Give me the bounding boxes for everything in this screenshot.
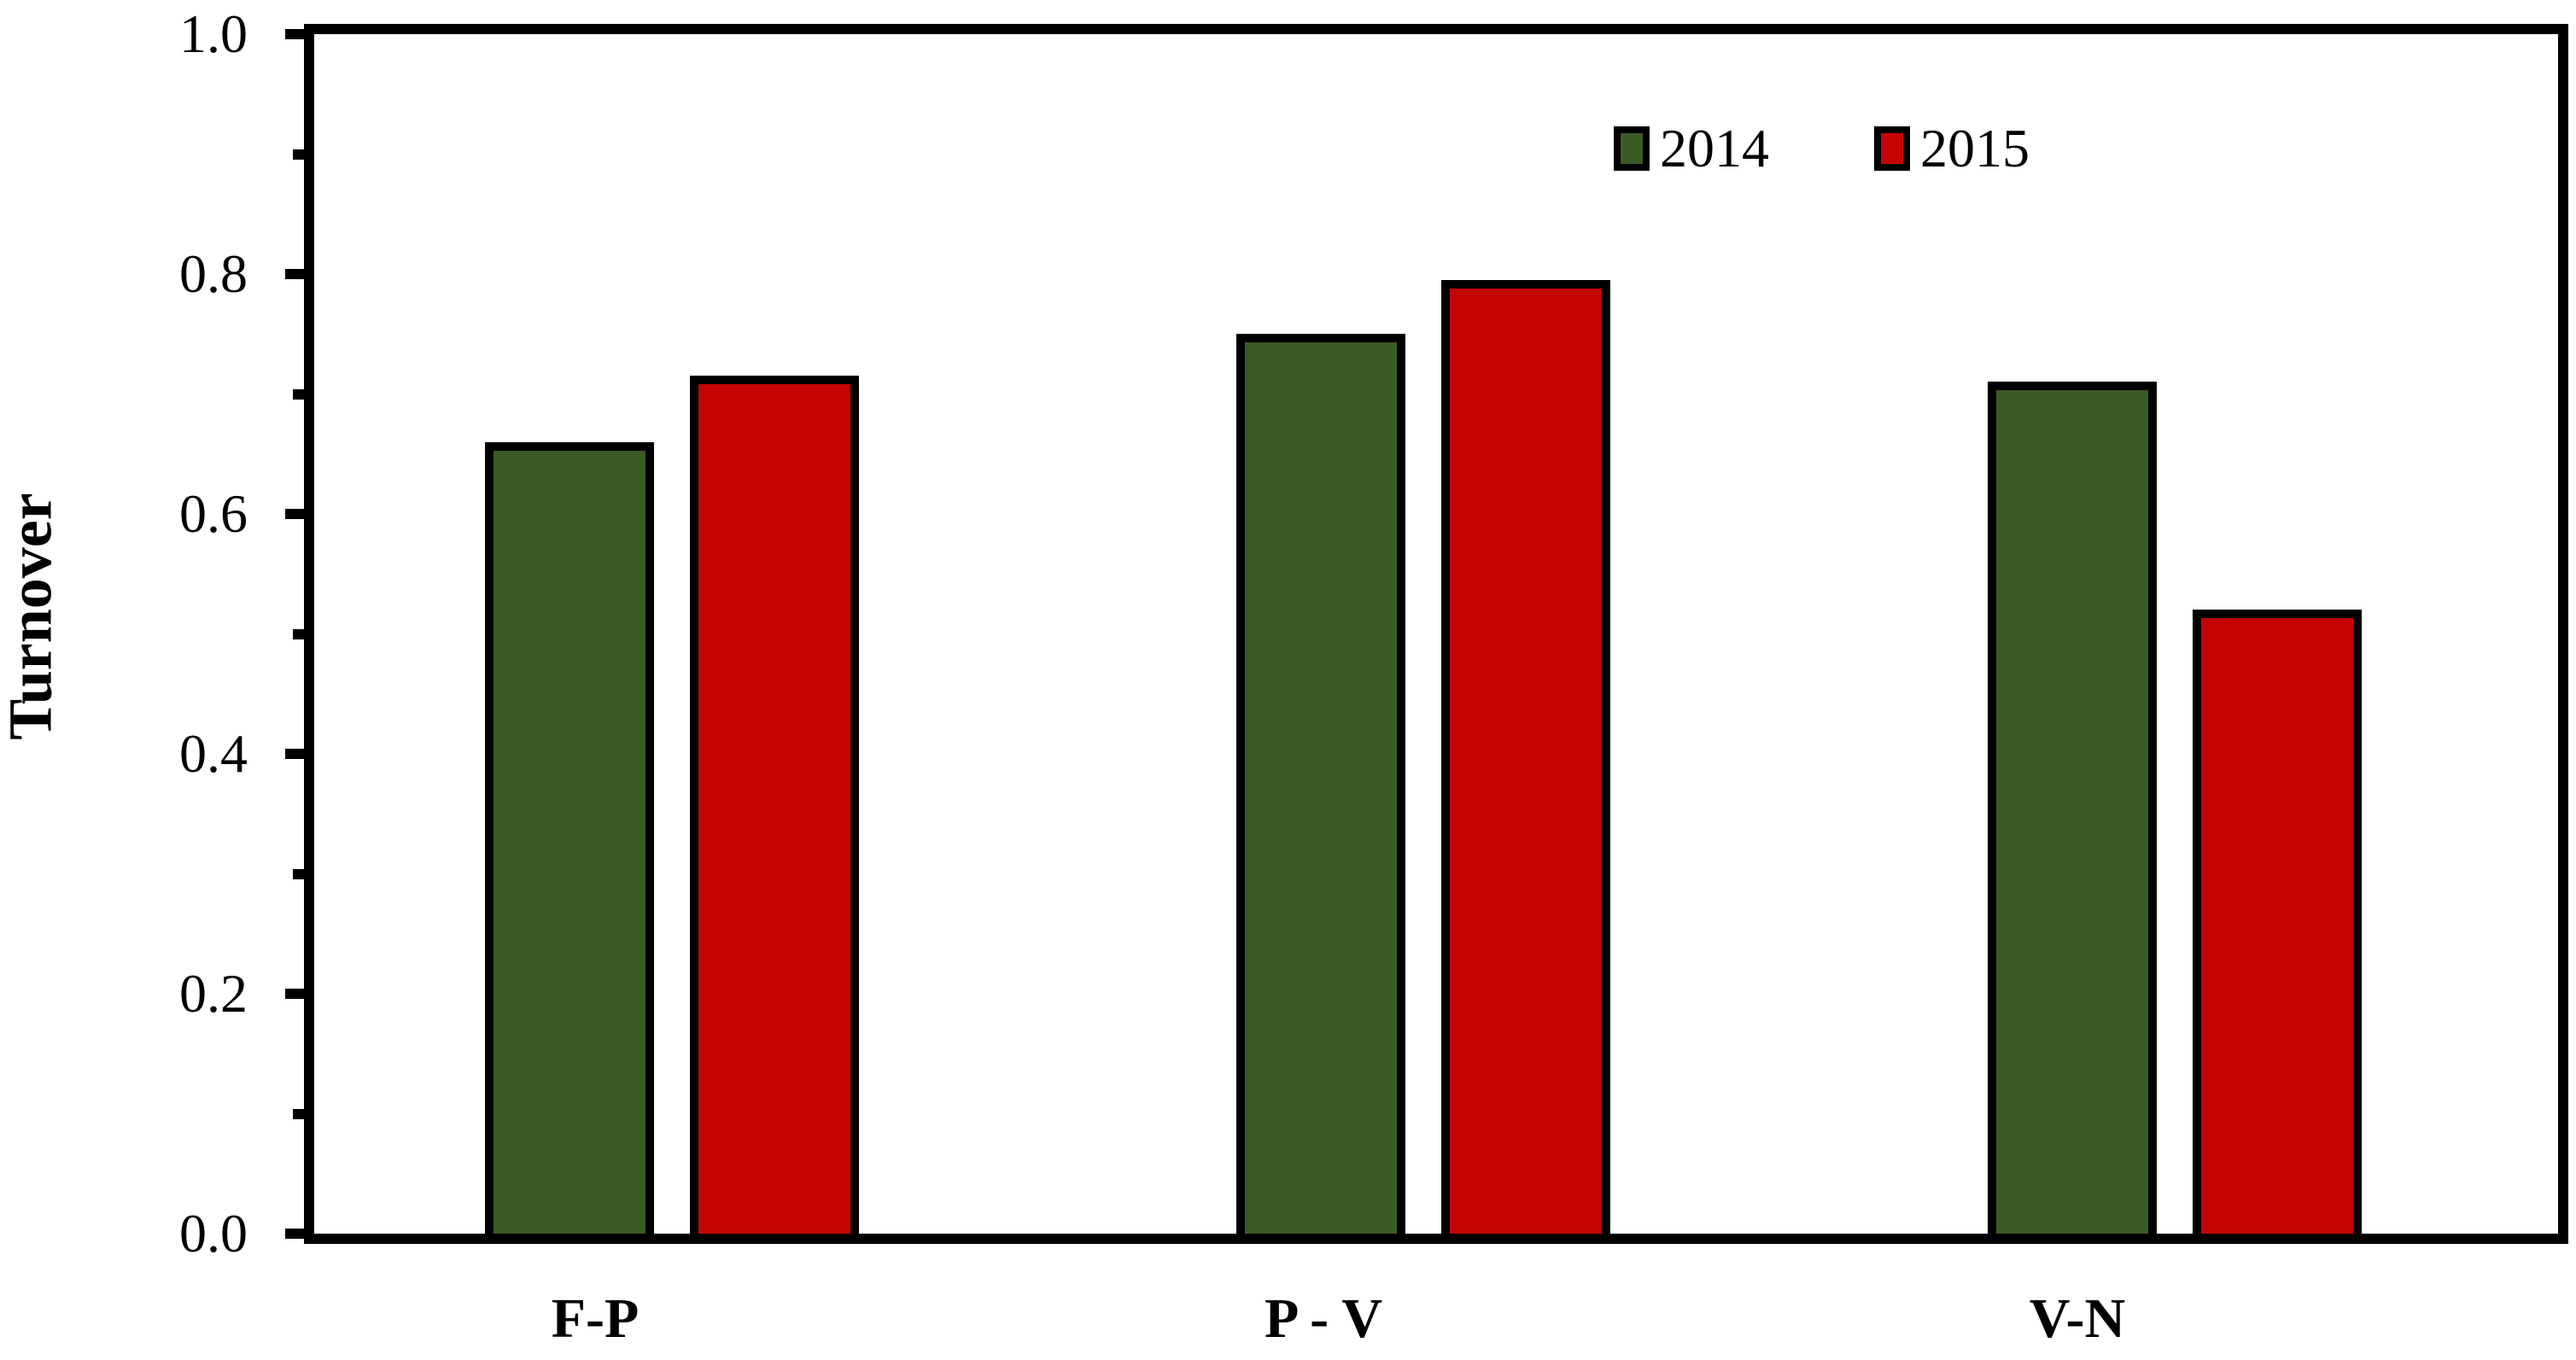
- y-minor-tick-0.7: [293, 388, 304, 400]
- y-minor-tick-0.5: [293, 628, 304, 639]
- y-minor-tick-0.9: [293, 149, 304, 160]
- y-major-tick-1.0: [285, 29, 304, 39]
- y-major-tick-0.2: [285, 989, 304, 999]
- y-major-tick-0.6: [285, 509, 304, 519]
- y-minor-tick-0.3: [293, 868, 304, 879]
- plot-area: [285, 24, 2568, 1244]
- y-tick-label-0.8: 0.8: [179, 243, 248, 304]
- bar-2014-F-P: [485, 442, 654, 1234]
- y-major-tick-0.4: [285, 749, 304, 759]
- x-category-label-F-P: F-P: [551, 1287, 640, 1350]
- x-category-label-V-N: V-N: [2029, 1287, 2126, 1350]
- y-tick-label-0.2: 0.2: [179, 963, 248, 1024]
- bars-layer: [314, 34, 2558, 1234]
- y-tick-label-1.0: 1.0: [179, 3, 248, 64]
- bar-2014-P - V: [1236, 334, 1405, 1234]
- y-major-tick-0.8: [285, 269, 304, 279]
- y-major-tick-0.0: [285, 1229, 304, 1239]
- y-ticks-layer: [285, 29, 2558, 1239]
- y-axis-title: Turnover: [0, 493, 65, 740]
- y-minor-tick-0.1: [293, 1108, 304, 1119]
- y-tick-label-0.4: 0.4: [179, 723, 248, 784]
- y-tick-label-0.0: 0.0: [179, 1203, 248, 1264]
- bar-2015-P - V: [1441, 280, 1610, 1234]
- bar-2014-V-N: [1988, 382, 2157, 1234]
- x-category-label-P-V: P - V: [1264, 1287, 1383, 1350]
- bar-2015-F-P: [690, 376, 859, 1234]
- bar-2015-V-N: [2193, 610, 2362, 1234]
- y-tick-label-0.6: 0.6: [179, 483, 248, 544]
